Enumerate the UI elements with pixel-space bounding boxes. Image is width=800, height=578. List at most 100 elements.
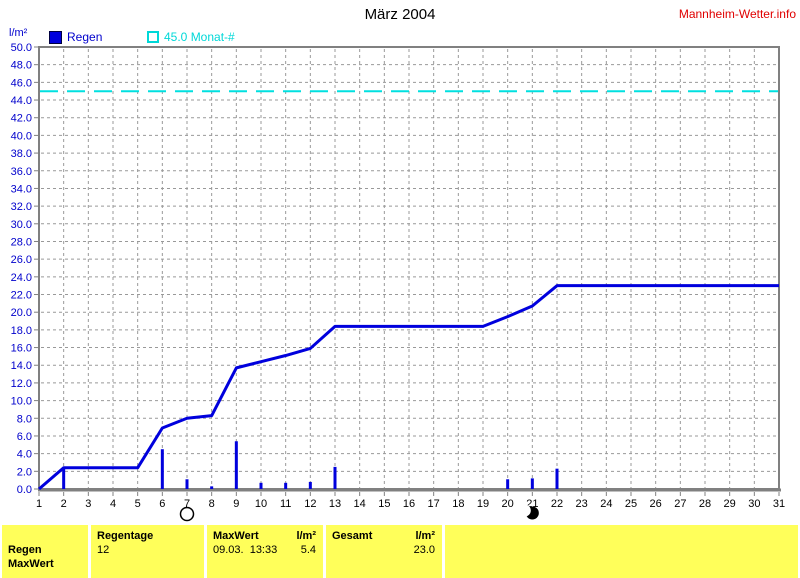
y-tick-label: 36.0 bbox=[11, 166, 32, 178]
axis-labels: 0.0 2.0 4.0 6.0 8.0 10.0 12.0 14.0 16.0 18.0 20.0 2… bbox=[11, 42, 786, 510]
rain-bar-day-9 bbox=[234, 441, 238, 489]
x-tick-label: 19 bbox=[477, 498, 489, 510]
gesamt-value: 23.0 bbox=[413, 544, 435, 556]
summary-table: Regen MaxWert Regentage 12 MaxWert l/m² … bbox=[0, 525, 800, 578]
y-tick-label: 42.0 bbox=[11, 113, 32, 125]
x-tick-label: 26 bbox=[650, 498, 662, 510]
regentage-header: Regentage bbox=[97, 530, 154, 542]
y-axis-unit-label: l/m² bbox=[9, 27, 28, 39]
x-tick-label: 2 bbox=[61, 498, 67, 510]
y-tick-label: 6.0 bbox=[17, 431, 32, 443]
legend-regen-label: Regen bbox=[67, 30, 103, 44]
x-tick-label: 28 bbox=[699, 498, 711, 510]
y-tick-label: 48.0 bbox=[11, 60, 32, 72]
x-tick-label: 11 bbox=[280, 498, 291, 510]
y-tick-label: 4.0 bbox=[17, 449, 32, 461]
rain-bar-day-7 bbox=[185, 479, 189, 489]
rain-bar-day-13 bbox=[333, 466, 337, 489]
cumulative-rain-line bbox=[38, 284, 779, 491]
rain-bar-day-10 bbox=[259, 482, 263, 489]
y-tick-label: 28.0 bbox=[11, 236, 32, 248]
maxwert-value: 5.4 bbox=[300, 544, 316, 556]
legend-threshold-label: 45.0 Monat-# bbox=[164, 30, 235, 44]
y-tick-label: 12.0 bbox=[11, 378, 32, 390]
x-tick-label: 14 bbox=[354, 498, 366, 510]
x-tick-label: 12 bbox=[304, 498, 316, 510]
x-tick-label: 25 bbox=[625, 498, 637, 510]
summary-cell-regentage: Regentage 12 bbox=[91, 525, 204, 578]
rain-bar-day-2 bbox=[62, 467, 66, 489]
y-tick-label: 14.0 bbox=[11, 360, 32, 372]
page-title: März 2004 bbox=[364, 6, 436, 23]
rain-bar-day-12 bbox=[308, 481, 312, 489]
rain-chart: 0.0 2.0 4.0 6.0 8.0 10.0 12.0 14.0 16.0 18.0 20.0 2… bbox=[11, 42, 786, 522]
y-tick-label: 50.0 bbox=[11, 42, 32, 54]
rain-bar-day-11 bbox=[284, 482, 288, 489]
grid-lines bbox=[41, 49, 778, 488]
x-tick-label: 5 bbox=[135, 498, 141, 510]
rain-bar-day-21 bbox=[530, 478, 534, 489]
x-tick-label: 10 bbox=[255, 498, 267, 510]
new-moon-sliver bbox=[518, 504, 531, 517]
maxwert-row-label: MaxWert bbox=[8, 558, 54, 570]
summary-cell-maxwert: MaxWert l/m² 09.03. 13:33 5.4 bbox=[207, 525, 323, 578]
rain-bar-day-6 bbox=[160, 449, 164, 489]
y-tick-label: 0.0 bbox=[17, 484, 32, 496]
x-tick-label: 4 bbox=[110, 498, 116, 510]
x-tick-label: 6 bbox=[159, 498, 165, 510]
rain-bar-day-8 bbox=[210, 486, 214, 489]
maxwert-unit-header: l/m² bbox=[296, 530, 316, 542]
x-tick-label: 23 bbox=[576, 498, 588, 510]
x-tick-label: 3 bbox=[85, 498, 91, 510]
y-tick-label: 34.0 bbox=[11, 183, 32, 195]
y-tick-label: 44.0 bbox=[11, 95, 32, 107]
x-tick-label: 7 bbox=[184, 498, 190, 510]
regentage-value: 12 bbox=[97, 544, 110, 556]
regen-row-label: Regen bbox=[8, 544, 42, 556]
gesamt-header: Gesamt bbox=[332, 530, 373, 542]
site-link[interactable]: Mannheim-Wetter.info bbox=[678, 7, 796, 21]
y-tick-label: 10.0 bbox=[11, 396, 32, 408]
y-tick-label: 30.0 bbox=[11, 219, 32, 231]
x-tick-label: 8 bbox=[209, 498, 215, 510]
x-tick-label: 22 bbox=[551, 498, 563, 510]
x-tick-label: 16 bbox=[403, 498, 415, 510]
x-tick-label: 27 bbox=[674, 498, 686, 510]
y-tick-label: 2.0 bbox=[17, 466, 32, 478]
legend-item-regen: Regen bbox=[49, 30, 102, 44]
rain-bar-day-22 bbox=[555, 468, 559, 489]
maxwert-header: MaxWert bbox=[213, 530, 259, 542]
x-tick-label: 24 bbox=[600, 498, 612, 510]
gesamt-unit-header: l/m² bbox=[415, 530, 435, 542]
summary-cell-row-labels: Regen MaxWert bbox=[2, 525, 88, 578]
rain-bar-day-20 bbox=[506, 479, 510, 489]
y-tick-label: 24.0 bbox=[11, 272, 32, 284]
x-tick-label: 9 bbox=[233, 498, 239, 510]
x-tick-label: 17 bbox=[428, 498, 440, 510]
summary-cell-gesamt: Gesamt l/m² 23.0 bbox=[326, 525, 442, 578]
y-tick-label: 20.0 bbox=[11, 307, 32, 319]
y-tick-label: 38.0 bbox=[11, 148, 32, 160]
full-moon-icon bbox=[179, 506, 195, 522]
x-tick-label: 13 bbox=[329, 498, 341, 510]
y-tick-label: 40.0 bbox=[11, 130, 32, 142]
x-tick-label: 1 bbox=[36, 498, 42, 510]
threshold-series-swatch-icon bbox=[147, 31, 159, 43]
x-tick-label: 18 bbox=[452, 498, 464, 510]
rain-series-swatch-icon bbox=[49, 30, 62, 44]
daily-rain-bars bbox=[62, 441, 559, 489]
y-tick-label: 46.0 bbox=[11, 77, 32, 89]
legend-item-month-threshold: 45.0 Monat-# bbox=[147, 30, 235, 44]
y-tick-label: 8.0 bbox=[17, 413, 32, 425]
summary-cell-empty bbox=[445, 525, 798, 578]
x-tick-label: 29 bbox=[724, 498, 736, 510]
y-tick-label: 22.0 bbox=[11, 290, 32, 302]
x-tick-label: 30 bbox=[748, 498, 760, 510]
x-tick-label: 15 bbox=[378, 498, 390, 510]
x-tick-label: 31 bbox=[773, 498, 785, 510]
y-tick-label: 16.0 bbox=[11, 343, 32, 355]
maxwert-datetime: 09.03. 13:33 bbox=[213, 544, 278, 556]
x-tick-label: 20 bbox=[502, 498, 514, 510]
y-tick-label: 32.0 bbox=[11, 201, 32, 213]
y-tick-label: 18.0 bbox=[11, 325, 32, 337]
